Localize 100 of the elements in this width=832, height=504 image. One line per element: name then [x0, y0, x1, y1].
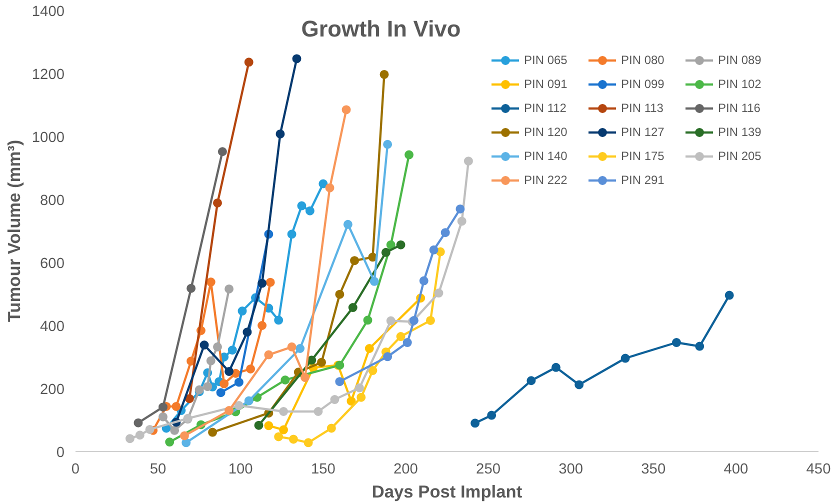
point: [200, 340, 209, 350]
y-tick-label: 200: [40, 382, 65, 398]
point: [350, 256, 360, 266]
x-tick-label: 300: [558, 462, 584, 478]
point: [279, 425, 288, 434]
x-tick-label: 250: [476, 462, 501, 478]
point: [470, 418, 480, 428]
point: [158, 402, 168, 412]
point: [457, 216, 466, 226]
point: [335, 377, 344, 386]
y-tick-label: 400: [40, 319, 65, 335]
point: [242, 328, 252, 337]
point: [724, 290, 734, 300]
point: [180, 431, 189, 440]
point: [402, 338, 412, 347]
point: [356, 392, 366, 402]
point: [574, 380, 584, 390]
point: [224, 367, 234, 376]
point: [346, 396, 356, 406]
legend-label: PIN 065: [524, 53, 568, 67]
point: [279, 407, 288, 416]
point: [125, 434, 134, 444]
point: [165, 438, 174, 447]
point: [206, 356, 216, 366]
x-axis-title: Days Post Implant: [372, 482, 522, 502]
point: [244, 396, 254, 406]
point: [429, 245, 438, 254]
point: [276, 129, 285, 138]
point: [314, 407, 323, 416]
point: [695, 342, 704, 351]
x-tick-label: 450: [806, 462, 831, 478]
chart-title: Growth In Vivo: [301, 15, 461, 42]
point: [672, 338, 682, 347]
x-tick-label: 0: [71, 462, 80, 478]
point: [318, 179, 328, 188]
point: [186, 284, 196, 293]
point: [216, 388, 226, 398]
point: [363, 316, 372, 325]
legend-label: PIN 091: [524, 77, 568, 91]
legend-label: PIN 139: [718, 125, 762, 139]
point: [258, 321, 267, 330]
legend-label: PIN 205: [718, 149, 762, 163]
point: [296, 344, 305, 353]
point: [326, 424, 336, 433]
point: [134, 418, 143, 428]
x-tick-label: 50: [150, 462, 166, 478]
point: [274, 432, 284, 442]
point: [208, 428, 218, 437]
point: [234, 401, 244, 410]
y-axis-title: Tumour Volume (mm³): [4, 140, 24, 322]
point: [258, 278, 267, 288]
legend-label: PIN 140: [524, 149, 568, 163]
point: [368, 366, 378, 376]
point: [404, 150, 414, 160]
point: [364, 344, 374, 353]
point: [297, 201, 306, 210]
legend-label: PIN 089: [718, 53, 762, 67]
x-tick-label: 400: [724, 462, 748, 478]
legend-label: PIN 175: [621, 149, 666, 163]
point: [300, 372, 310, 382]
point: [206, 278, 216, 287]
legend-label: PIN 120: [524, 125, 568, 139]
point: [288, 434, 298, 444]
point: [158, 412, 168, 422]
x-tick-label: 200: [393, 462, 418, 478]
y-tick-label: 1000: [32, 130, 65, 146]
point: [212, 342, 222, 352]
point: [280, 376, 290, 384]
point: [135, 430, 144, 440]
point: [434, 288, 444, 298]
x-tick-label: 150: [310, 462, 336, 478]
legend-label: PIN 080: [621, 53, 666, 67]
x-tick-label: 100: [228, 462, 253, 478]
point: [426, 316, 435, 325]
point: [305, 206, 314, 216]
point: [170, 426, 180, 435]
point: [307, 356, 316, 365]
point: [246, 364, 256, 374]
point: [386, 240, 396, 250]
point: [396, 240, 406, 250]
point: [383, 140, 392, 149]
point: [292, 54, 302, 64]
point: [172, 402, 181, 411]
point: [551, 362, 560, 372]
point: [220, 379, 229, 388]
point: [244, 58, 254, 67]
point: [264, 421, 274, 430]
point: [440, 228, 450, 238]
point: [184, 394, 194, 404]
y-tick-label: 1400: [32, 4, 65, 20]
point: [274, 316, 284, 325]
point: [342, 105, 351, 114]
point: [304, 438, 313, 448]
legend-label: PIN 099: [621, 77, 666, 91]
point: [335, 290, 344, 299]
point: [212, 198, 222, 208]
point: [203, 382, 212, 392]
legend-label: PIN 291: [621, 173, 666, 187]
x-tick-label: 350: [641, 462, 666, 478]
point: [386, 316, 396, 326]
